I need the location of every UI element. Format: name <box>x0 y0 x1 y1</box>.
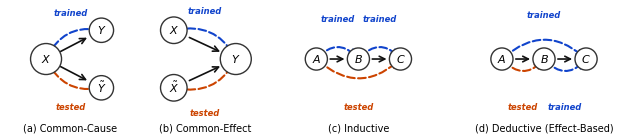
Text: (c) Inductive: (c) Inductive <box>328 123 389 133</box>
Text: $X$: $X$ <box>41 53 51 65</box>
Text: $X$: $X$ <box>169 24 179 36</box>
Circle shape <box>161 17 187 43</box>
Text: $B$: $B$ <box>354 53 363 65</box>
Circle shape <box>575 48 597 70</box>
Text: trained: trained <box>53 9 88 18</box>
Circle shape <box>89 76 113 100</box>
Text: trained: trained <box>362 15 397 24</box>
Text: $Y$: $Y$ <box>231 53 241 65</box>
Circle shape <box>161 75 187 101</box>
Circle shape <box>491 48 513 70</box>
Circle shape <box>389 48 412 70</box>
Text: (d) Deductive (Effect-Based): (d) Deductive (Effect-Based) <box>475 123 613 133</box>
Circle shape <box>89 18 113 42</box>
Circle shape <box>31 43 61 75</box>
Text: trained: trained <box>188 7 222 16</box>
Circle shape <box>533 48 555 70</box>
Text: (a) Common-Cause: (a) Common-Cause <box>23 123 118 133</box>
Text: tested: tested <box>508 103 538 112</box>
Text: tested: tested <box>55 103 86 112</box>
Text: $\tilde{X}$: $\tilde{X}$ <box>169 80 179 95</box>
Text: trained: trained <box>548 103 582 112</box>
Text: trained: trained <box>527 11 561 20</box>
Text: tested: tested <box>189 109 220 118</box>
Text: $C$: $C$ <box>396 53 405 65</box>
Circle shape <box>220 43 252 75</box>
Circle shape <box>348 48 369 70</box>
Text: $A$: $A$ <box>312 53 321 65</box>
Text: tested: tested <box>343 103 374 112</box>
Text: trained: trained <box>320 15 355 24</box>
Text: $B$: $B$ <box>540 53 548 65</box>
Text: $Y$: $Y$ <box>97 24 106 36</box>
Text: $A$: $A$ <box>497 53 507 65</box>
Text: $\tilde{Y}$: $\tilde{Y}$ <box>97 80 106 95</box>
Text: $C$: $C$ <box>581 53 591 65</box>
Circle shape <box>305 48 328 70</box>
Text: (b) Common-Effect: (b) Common-Effect <box>159 123 251 133</box>
